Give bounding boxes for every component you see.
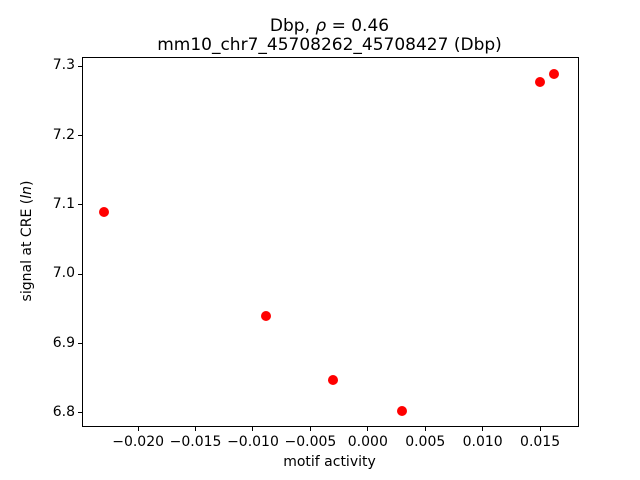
y-tick-label: 7.0: [52, 265, 75, 282]
scatter-point: [98, 206, 109, 217]
x-tick-label: −0.010: [227, 434, 279, 450]
y-tick-mark: [78, 65, 83, 67]
x-tick-label: −0.005: [284, 434, 337, 450]
x-tick-mark: [137, 426, 139, 431]
x-tick-mark: [195, 426, 197, 431]
ylabel-prefix: signal at CRE (: [19, 198, 35, 302]
y-tick-mark: [78, 343, 83, 345]
x-tick-label: −0.020: [112, 434, 165, 450]
scatter-point: [328, 375, 339, 386]
scatter-point: [260, 310, 271, 321]
title-suffix: = 0.46: [326, 16, 390, 36]
x-tick-mark: [482, 426, 484, 431]
x-tick-mark: [309, 426, 311, 431]
x-tick-label: 0.005: [405, 434, 446, 450]
scatter-point: [397, 405, 408, 416]
x-tick-mark: [539, 426, 541, 431]
x-tick-label: 0.000: [347, 434, 388, 450]
chart-subtitle: mm10_chr7_45708262_45708427 (Dbp): [157, 35, 502, 55]
y-tick-mark: [78, 412, 83, 414]
x-tick-mark: [424, 426, 426, 431]
y-tick-mark: [78, 135, 83, 137]
x-tick-label: 0.015: [520, 434, 561, 450]
x-tick-mark: [252, 426, 254, 431]
y-tick-label: 6.9: [52, 334, 75, 351]
y-tick-mark: [78, 204, 83, 206]
title-prefix: Dbp,: [269, 16, 316, 36]
y-tick-label: 7.3: [52, 57, 75, 74]
ylabel-suffix: ): [19, 180, 35, 187]
chart-title-line1: Dbp, ρ = 0.46: [82, 17, 577, 36]
y-tick-label: 6.8: [52, 403, 75, 420]
title-rho-symbol: ρ: [315, 16, 327, 36]
x-tick-label: 0.010: [462, 434, 503, 450]
y-tick-label: 7.1: [52, 195, 75, 212]
x-tick-mark: [367, 426, 369, 431]
x-tick-label: −0.015: [169, 434, 222, 450]
chart-title: Dbp, ρ = 0.46 mm10_chr7_45708262_4570842…: [82, 17, 577, 55]
scatter-point: [548, 68, 559, 79]
plot-area: −0.020 −0.015 −0.010 −0.005 0.000 0.005 0.010 0…: [53, 57, 579, 450]
y-tick-mark: [78, 273, 83, 275]
y-tick-label: 7.2: [52, 126, 75, 143]
x-axis-label: motif activity: [283, 454, 376, 470]
scatter-point: [535, 76, 546, 87]
